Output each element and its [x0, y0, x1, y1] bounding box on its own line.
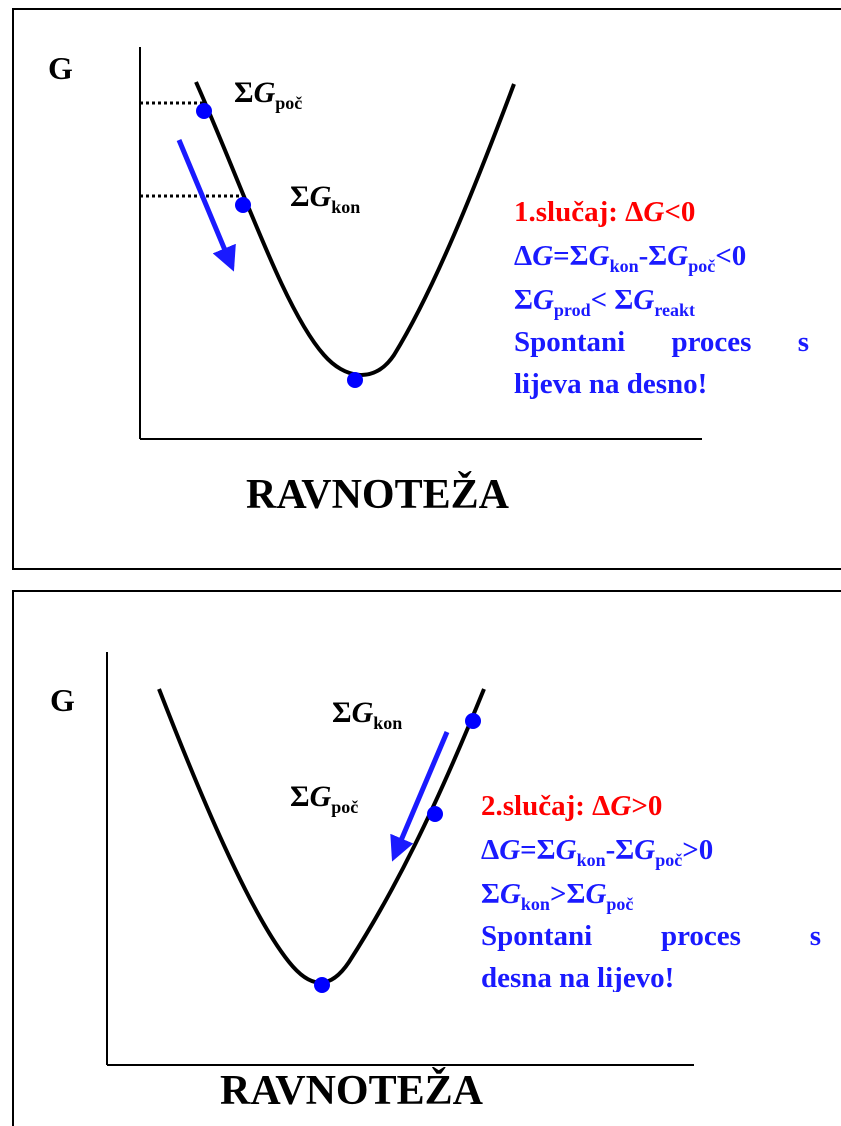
formula-kon-poc: ΣGkon>ΣGpoč	[481, 878, 634, 914]
label-sum-g-start: ΣGpoč	[234, 76, 303, 113]
label-sum-g-end: ΣGkon	[332, 696, 403, 733]
formula-delta-g: ΔG=ΣGkon-ΣGpoč<0	[514, 240, 747, 276]
formula-delta-g: ΔG=ΣGkon-ΣGpoč>0	[481, 834, 714, 870]
label-sum-g-start: ΣGpoč	[290, 780, 359, 817]
x-axis-title: RAVNOTEŽA	[246, 472, 509, 518]
point-end	[235, 197, 251, 213]
case-title: 1.slučaj: ΔG<0	[514, 196, 696, 228]
panel-case-1: G ΣGpoč ΣGkon 1.slučaj: ΔG<0 ΔG=ΣGkon-ΣG…	[12, 8, 841, 570]
y-axis-label: G	[50, 682, 75, 718]
label-sum-g-end: ΣGkon	[290, 180, 361, 217]
description-line-1: Spontani proces s	[481, 920, 821, 952]
diagram-2	[106, 652, 694, 1066]
description-line-2: lijeva na desno!	[514, 368, 708, 400]
diagram-1	[139, 47, 702, 440]
x-axis-title: RAVNOTEŽA	[220, 1068, 483, 1114]
gibbs-curve	[157, 688, 486, 985]
point-start	[196, 103, 212, 119]
point-end	[465, 713, 481, 729]
direction-arrow	[390, 731, 450, 862]
panel-case-2: G ΣGkon ΣGpoč 2.slučaj: ΔG>0 ΔG=ΣGkon-ΣG…	[12, 590, 841, 1126]
direction-arrow	[176, 139, 236, 272]
point-minimum	[314, 977, 330, 993]
description-line-2: desna na lijevo!	[481, 964, 675, 992]
description-line-1: Spontani proces s	[514, 326, 809, 358]
point-minimum	[347, 372, 363, 388]
case-title: 2.slučaj: ΔG>0	[481, 790, 663, 822]
formula-prod-reakt: ΣGprod< ΣGreakt	[514, 284, 695, 320]
y-axis-label: G	[48, 50, 73, 86]
gibbs-curve	[194, 81, 516, 377]
point-start	[427, 806, 443, 822]
